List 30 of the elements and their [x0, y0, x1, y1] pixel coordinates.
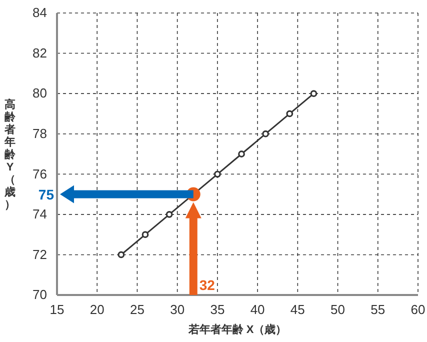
point [310, 90, 318, 98]
y-tick-label: 74 [32, 206, 47, 222]
x-tick-label: 55 [370, 302, 386, 318]
y-tick-label: 82 [32, 45, 47, 60]
y-tick-label: 76 [32, 166, 47, 182]
x-axis-title: 若年者年齢 X（歳） [187, 323, 287, 336]
point [118, 251, 125, 258]
ref-line-label: 75 [38, 186, 54, 202]
y-tick-label: 80 [32, 86, 47, 101]
ref-line-label: 32 [199, 277, 216, 293]
point [142, 231, 149, 238]
point [262, 130, 270, 138]
x-tick-label: 30 [170, 302, 185, 318]
y-tick-label: 70 [32, 287, 47, 302]
point [214, 170, 221, 178]
y-tick-label: 78 [32, 126, 47, 142]
x-tick-label: 35 [210, 302, 225, 318]
point [166, 210, 173, 218]
text: 高齢者年齢 Y（歳） [4, 99, 16, 211]
x-tick-label: 60 [410, 302, 426, 318]
x-tick-label: 50 [330, 302, 346, 318]
x-tick-label: 40 [250, 302, 265, 318]
x-tick-label: 15 [50, 302, 64, 318]
x-tick-label: 25 [130, 302, 144, 318]
y-tick-label: 84 [32, 5, 47, 20]
y-tick-label: 72 [32, 246, 47, 262]
x-tick-label: 45 [290, 302, 305, 318]
x-tick-label: 20 [90, 302, 104, 318]
point [238, 150, 245, 158]
point [286, 110, 294, 118]
